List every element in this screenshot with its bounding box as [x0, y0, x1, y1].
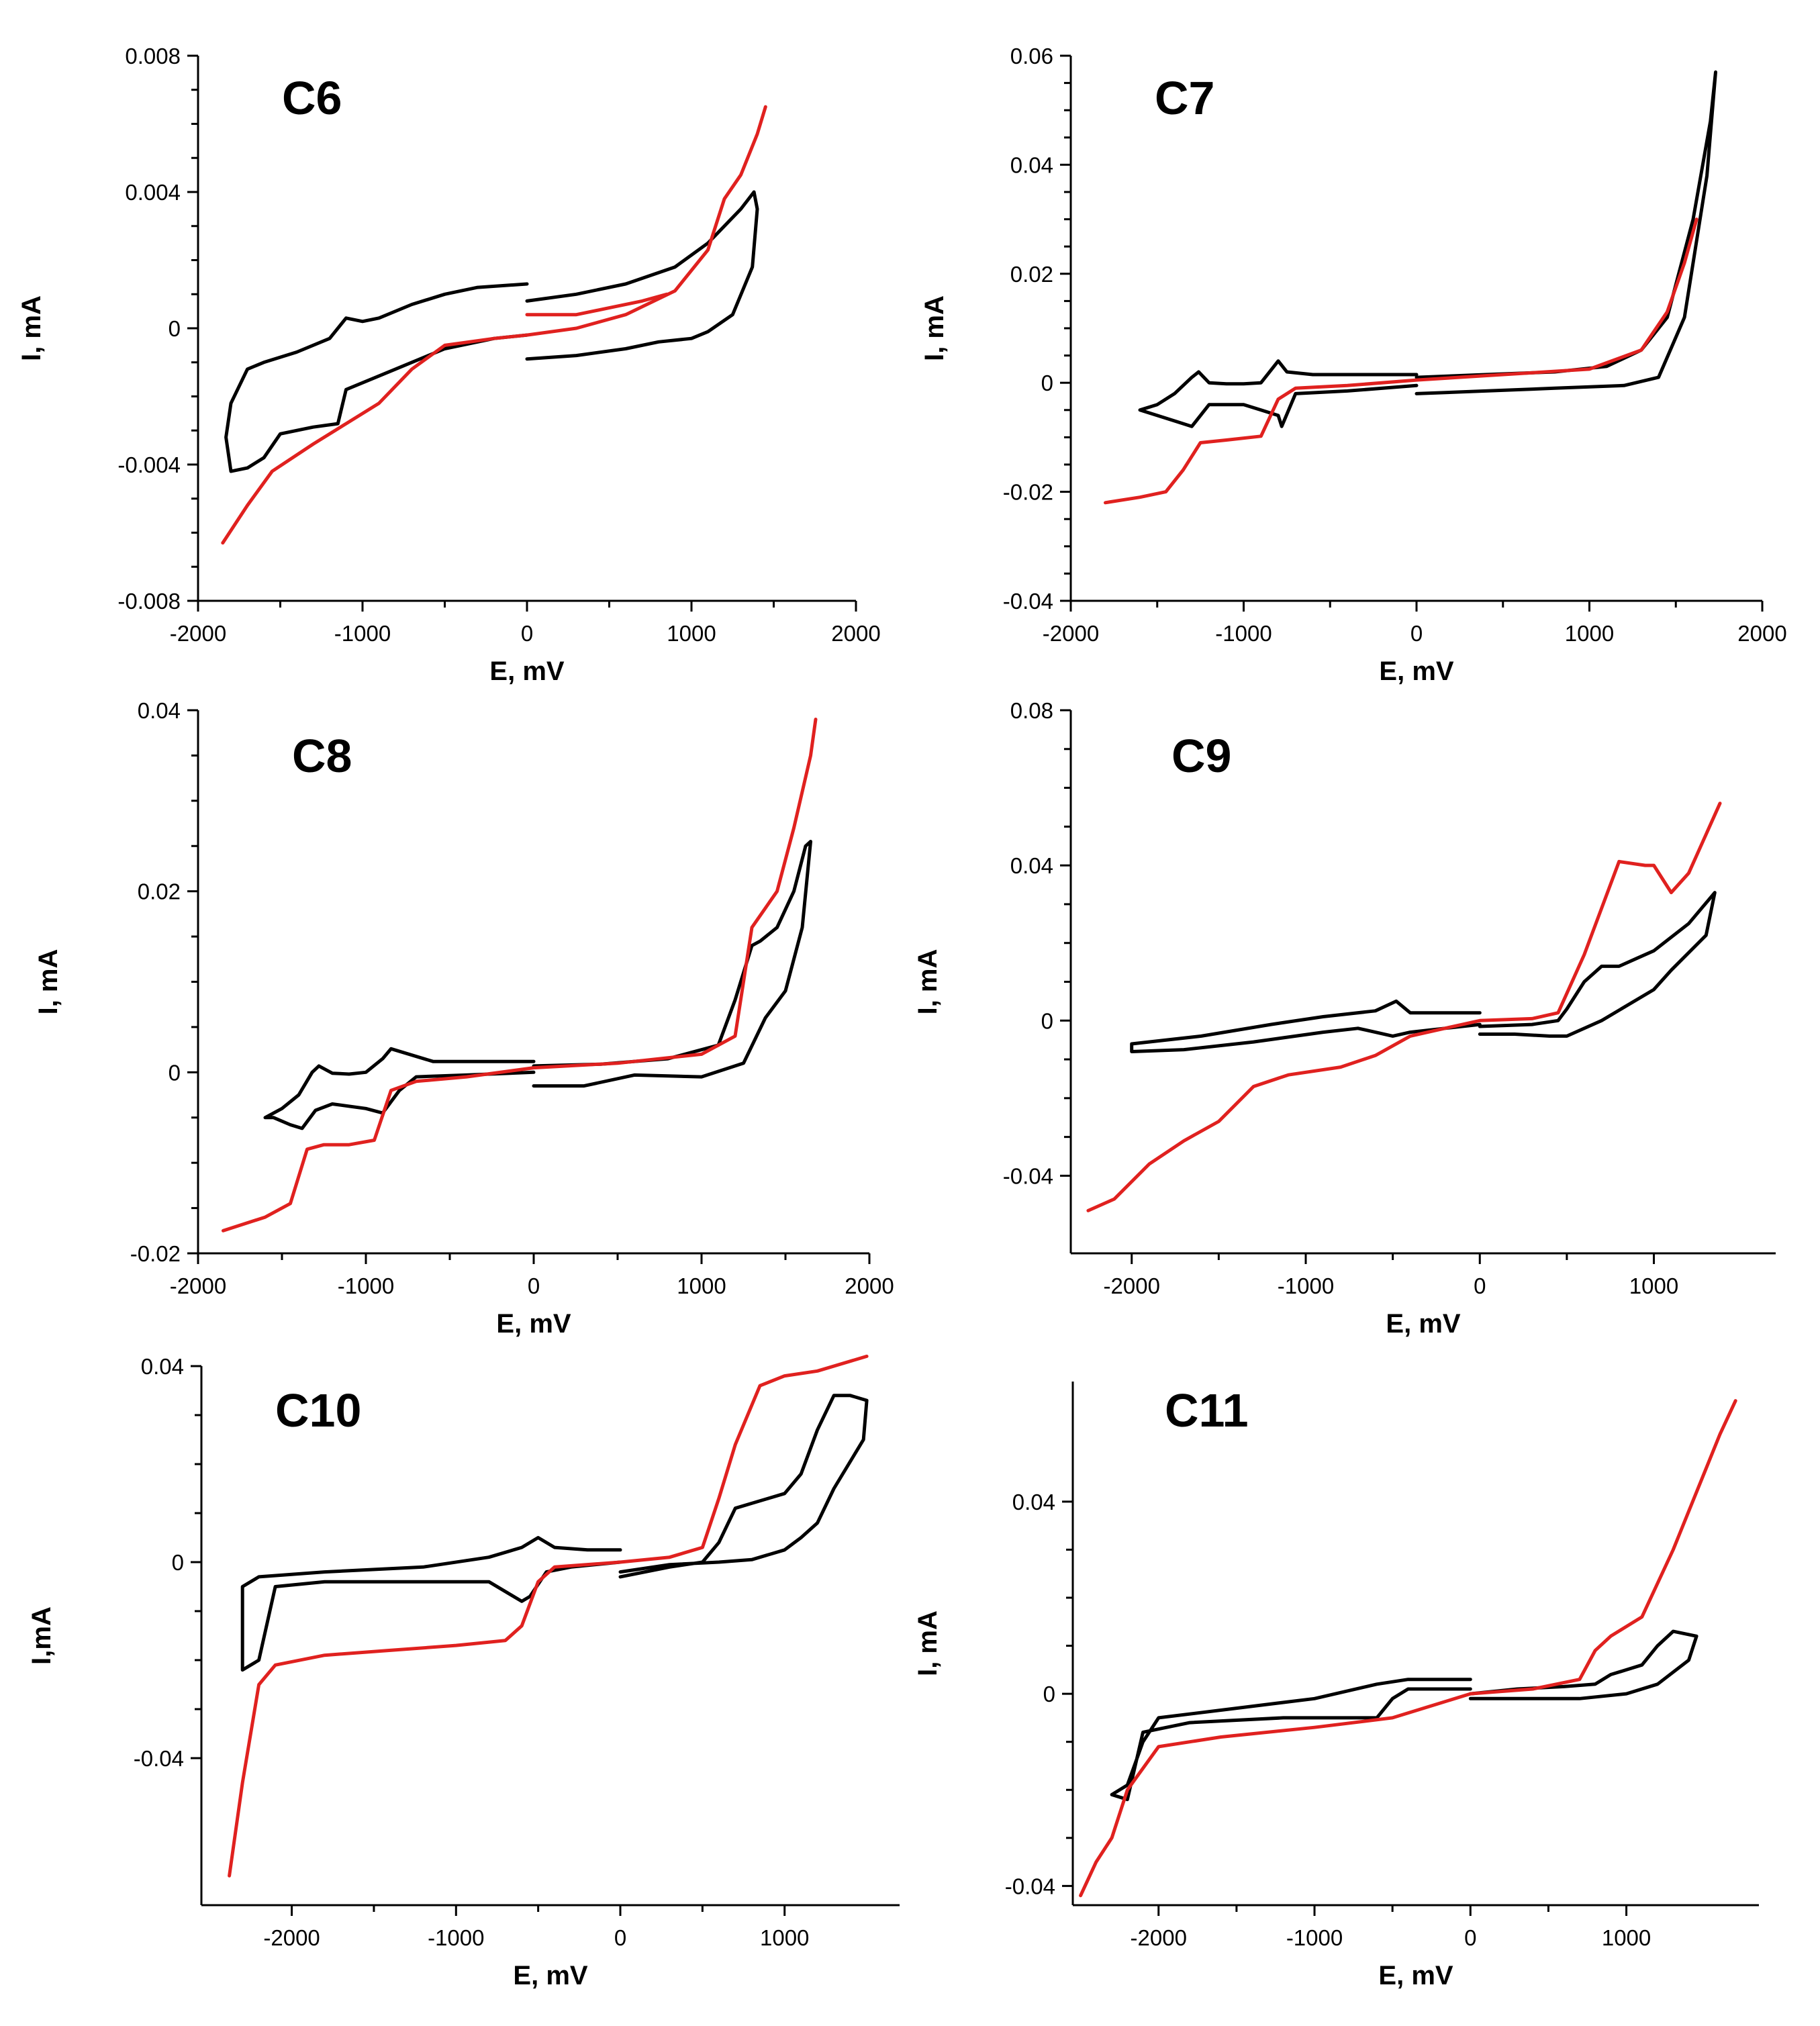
x-axis-label-c6: E, mV: [489, 657, 564, 686]
y-axis-label-c8: I, mA: [34, 949, 63, 1015]
chart-title-c6: C6: [282, 72, 342, 124]
y-tick-label-c9: 0.08: [1010, 698, 1053, 723]
chart-panel-c10: -2000 -1000 0 1000 -0.04 0 0.04 E, mV I,mA C10: [27, 1354, 900, 1990]
y-axis-label-c7: I, mA: [920, 295, 949, 361]
series-c7-scan-red: [1104, 218, 1698, 505]
x-tick-label-c7: 0: [1410, 621, 1423, 646]
y-axis-label-c9: I, mA: [913, 949, 943, 1015]
x-tick-label-c8: -2000: [170, 1273, 226, 1298]
y-tick-label-c7: -0.04: [1003, 589, 1053, 614]
series-c9-scan-red: [1086, 802, 1722, 1212]
x-tick-label-c10: 1000: [760, 1925, 809, 1950]
series-c8-cycle-1: [532, 840, 812, 1088]
series-c11-cycle-1: [1468, 1629, 1698, 1700]
x-axis-label-c7: E, mV: [1379, 657, 1453, 686]
x-axis-label-c11: E, mV: [1378, 1961, 1453, 1990]
series-c8-scan-red: [222, 718, 818, 1233]
y-axis-label-c6: I, mA: [17, 295, 46, 361]
y-tick-label-c6: 0.004: [125, 180, 181, 205]
y-tick-label-c11: 0: [1043, 1682, 1055, 1706]
x-tick-label-c6: 2000: [831, 621, 880, 646]
series-c6-scan-red: [221, 105, 767, 545]
chart-panel-c9: -2000 -1000 0 1000 -0.04 0 0.04 0.08 E, mV I, mA C…: [913, 698, 1776, 1339]
chart-title-c9: C9: [1171, 730, 1231, 782]
x-tick-label-c8: 2000: [845, 1273, 894, 1298]
x-tick-label-c9: -2000: [1104, 1273, 1160, 1298]
x-axis-label-c9: E, mV: [1386, 1309, 1460, 1339]
chart-panel-c6: -2000 -1000 0 1000 2000 -0.008 -0.004 0 0.004 0.0…: [17, 44, 881, 686]
series-c11-cycle-2: [1110, 1678, 1472, 1802]
x-tick-label-c10: -1000: [428, 1925, 484, 1950]
x-tick-label-c7: 1000: [1565, 621, 1614, 646]
y-tick-label-c7: 0.06: [1010, 44, 1053, 68]
y-tick-label-c8: 0.02: [138, 879, 181, 904]
y-tick-label-c6: -0.004: [117, 452, 181, 477]
x-tick-label-c11: -1000: [1286, 1925, 1343, 1950]
x-tick-label-c8: 1000: [677, 1273, 726, 1298]
y-tick-label-c11: 0.04: [1012, 1490, 1055, 1514]
y-tick-label-c11: -0.04: [1005, 1874, 1055, 1898]
y-tick-label-c10: 0: [172, 1550, 184, 1575]
series-c9-cycle-2: [1130, 999, 1482, 1053]
y-tick-label-c7: -0.02: [1003, 480, 1053, 505]
x-axis-label-c10: E, mV: [513, 1961, 587, 1990]
y-tick-label-c7: 0: [1041, 371, 1053, 395]
x-tick-label-c6: -2000: [170, 621, 226, 646]
x-tick-label-c6: 0: [521, 621, 533, 646]
x-axis-label-c8: E, mV: [496, 1309, 571, 1339]
y-tick-label-c9: 0: [1041, 1008, 1053, 1033]
x-tick-label-c11: 0: [1464, 1925, 1476, 1950]
series-c11-scan-red: [1079, 1399, 1737, 1898]
x-tick-label-c9: -1000: [1278, 1273, 1334, 1298]
x-tick-label-c8: 0: [528, 1273, 540, 1298]
series-c6-cycle-1: [525, 190, 759, 361]
x-tick-label-c7: -1000: [1215, 621, 1272, 646]
y-tick-label-c9: -0.04: [1003, 1163, 1053, 1188]
y-tick-label-c8: 0: [169, 1060, 181, 1085]
series-c7-cycle-2: [1138, 359, 1419, 428]
y-tick-label-c9: 0.04: [1010, 853, 1053, 878]
x-tick-label-c11: 1000: [1602, 1925, 1651, 1950]
chart-panel-c11: -2000 -1000 0 1000 -0.04 0 0.04 E, mV I, mA C11: [913, 1382, 1759, 1990]
series-c10-cycle-2: [240, 1536, 622, 1672]
x-tick-label-c9: 1000: [1629, 1273, 1678, 1298]
y-tick-label-c10: -0.04: [134, 1746, 184, 1771]
y-tick-label-c6: 0.008: [125, 44, 181, 68]
series-c7-cycle-1: [1415, 70, 1717, 395]
x-tick-label-c10: -2000: [263, 1925, 320, 1950]
series-c10-cycle-1: [618, 1394, 869, 1579]
x-tick-label-c9: 0: [1474, 1273, 1486, 1298]
series-c10-scan-red: [228, 1354, 869, 1878]
series-c6-loop-red: [525, 292, 669, 317]
y-axis-label-c10: I,mA: [27, 1606, 56, 1665]
series-c9-cycle-1: [1478, 891, 1717, 1038]
x-tick-label-c11: -2000: [1131, 1925, 1187, 1950]
x-tick-label-c10: 0: [614, 1925, 626, 1950]
y-tick-label-c8: 0.04: [138, 698, 181, 723]
y-tick-label-c10: 0.04: [141, 1354, 184, 1379]
x-tick-label-c7: 2000: [1737, 621, 1786, 646]
y-tick-label-c8: -0.02: [130, 1241, 181, 1266]
x-tick-label-c7: -2000: [1043, 621, 1099, 646]
x-tick-label-c8: -1000: [338, 1273, 394, 1298]
chart-title-c10: C10: [275, 1384, 361, 1437]
y-axis-label-c11: I, mA: [913, 1610, 943, 1676]
x-tick-label-c6: 1000: [667, 621, 716, 646]
y-tick-label-c6: -0.008: [117, 589, 181, 614]
chart-title-c8: C8: [292, 730, 352, 782]
x-tick-label-c6: -1000: [334, 621, 391, 646]
chart-title-c11: C11: [1165, 1384, 1249, 1437]
y-tick-label-c7: 0.02: [1010, 262, 1053, 287]
chart-title-c7: C7: [1155, 72, 1214, 124]
y-tick-label-c7: 0.04: [1010, 152, 1053, 177]
y-tick-label-c6: 0: [169, 316, 181, 341]
chart-panel-c7: -2000 -1000 0 1000 2000 -0.04 -0.02 0 0.02 0.04 0.…: [920, 44, 1787, 686]
series-c6-cycle-2: [224, 282, 529, 473]
chart-panel-c8: -2000 -1000 0 1000 2000 -0.02 0 0.02 0.04 E, mV I,…: [34, 698, 894, 1339]
